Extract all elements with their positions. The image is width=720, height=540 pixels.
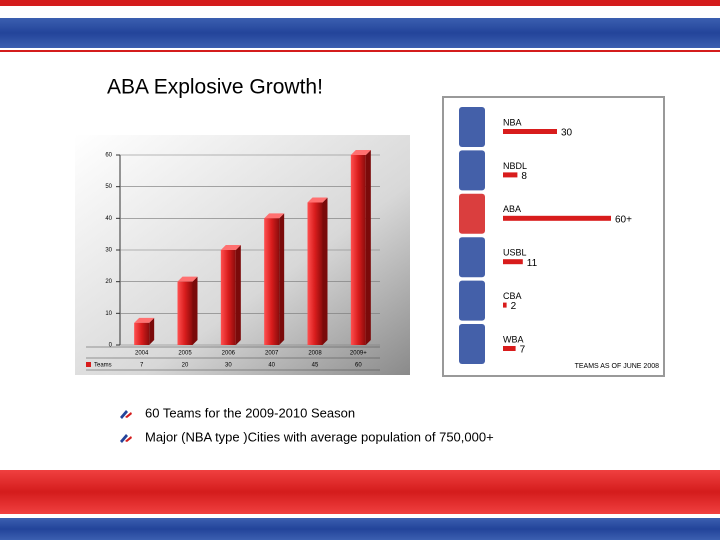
- x-tick-label: 2008: [308, 351, 322, 357]
- legend-label: Teams: [94, 363, 112, 369]
- league-logo: [459, 193, 485, 234]
- value-label: 30: [561, 128, 573, 139]
- bar: [177, 281, 193, 345]
- bullet-icon: [120, 434, 128, 443]
- bar: [220, 250, 236, 345]
- y-tick-label: 40: [105, 216, 112, 222]
- league-logo: [459, 237, 485, 278]
- league-logo: [459, 324, 485, 364]
- slide-title: ABA Explosive Growth!: [107, 76, 323, 99]
- bar-top: [307, 197, 328, 203]
- value-label: 7: [520, 345, 526, 356]
- category-label: NBA: [503, 117, 522, 127]
- bar: [503, 129, 557, 134]
- value-label: 60+: [615, 214, 632, 225]
- y-tick-label: 20: [105, 279, 112, 285]
- bar-top: [220, 245, 241, 250]
- bar-side: [365, 150, 371, 345]
- bullet-text: Major (NBA type )Cities with average pop…: [145, 429, 494, 444]
- x-tick-label: 2007: [265, 351, 279, 357]
- category-label: ABA: [503, 204, 521, 214]
- bar-top: [177, 276, 198, 282]
- table-value: 30: [225, 363, 232, 369]
- bar: [264, 218, 280, 345]
- bullet-icon: [125, 436, 132, 442]
- category-label: CBA: [503, 291, 522, 301]
- bar-side: [149, 317, 155, 345]
- bar: [503, 215, 611, 221]
- bar: [503, 346, 516, 351]
- footnote: TEAMS AS OF JUNE 2008: [575, 363, 660, 370]
- y-tick-label: 60: [105, 153, 112, 159]
- table-value: 20: [182, 363, 189, 369]
- x-tick-label: 2004: [135, 351, 149, 357]
- y-tick-label: 30: [105, 248, 112, 254]
- bar: [307, 202, 323, 345]
- bar: [134, 322, 150, 345]
- table-value: 60: [355, 363, 362, 369]
- legend-swatch: [86, 362, 91, 367]
- value-label: 2: [511, 301, 517, 312]
- top-blue-band: [0, 18, 720, 48]
- bottom-red-band: [0, 470, 720, 514]
- x-tick-label: 2005: [178, 351, 192, 357]
- table-value: 40: [268, 363, 275, 369]
- bar-side: [279, 213, 285, 345]
- category-label: NBDL: [503, 161, 527, 171]
- value-label: 11: [527, 258, 538, 269]
- bar-top: [350, 150, 371, 155]
- bullet-icon: [120, 410, 128, 419]
- bar: [503, 259, 523, 265]
- bar: [503, 172, 518, 178]
- bar-side: [192, 276, 198, 345]
- league-logo: [459, 150, 485, 191]
- bar: [350, 155, 366, 345]
- y-tick-label: 0: [109, 343, 113, 349]
- y-tick-label: 10: [105, 311, 112, 317]
- bar-top: [134, 317, 155, 323]
- bar: [503, 302, 507, 308]
- table-value: 45: [312, 363, 319, 369]
- category-label: USBL: [503, 248, 527, 258]
- league-logo: [459, 280, 485, 321]
- bottom-blue-band: [0, 518, 720, 540]
- y-tick-label: 50: [105, 184, 112, 190]
- bullet-text: 60 Teams for the 2009-2010 Season: [145, 405, 355, 420]
- category-label: WBA: [503, 334, 524, 344]
- league-logo: [459, 107, 485, 147]
- bar-side: [235, 245, 241, 345]
- bar-top: [264, 213, 285, 219]
- x-tick-label: 2009+: [350, 351, 367, 357]
- table-value: 7: [140, 363, 144, 369]
- value-label: 8: [521, 171, 527, 182]
- bullet-icon: [125, 412, 132, 418]
- x-tick-label: 2006: [222, 351, 236, 357]
- top-red-stripe: [0, 0, 720, 6]
- bar-side: [322, 197, 328, 345]
- top-red-line: [0, 50, 720, 52]
